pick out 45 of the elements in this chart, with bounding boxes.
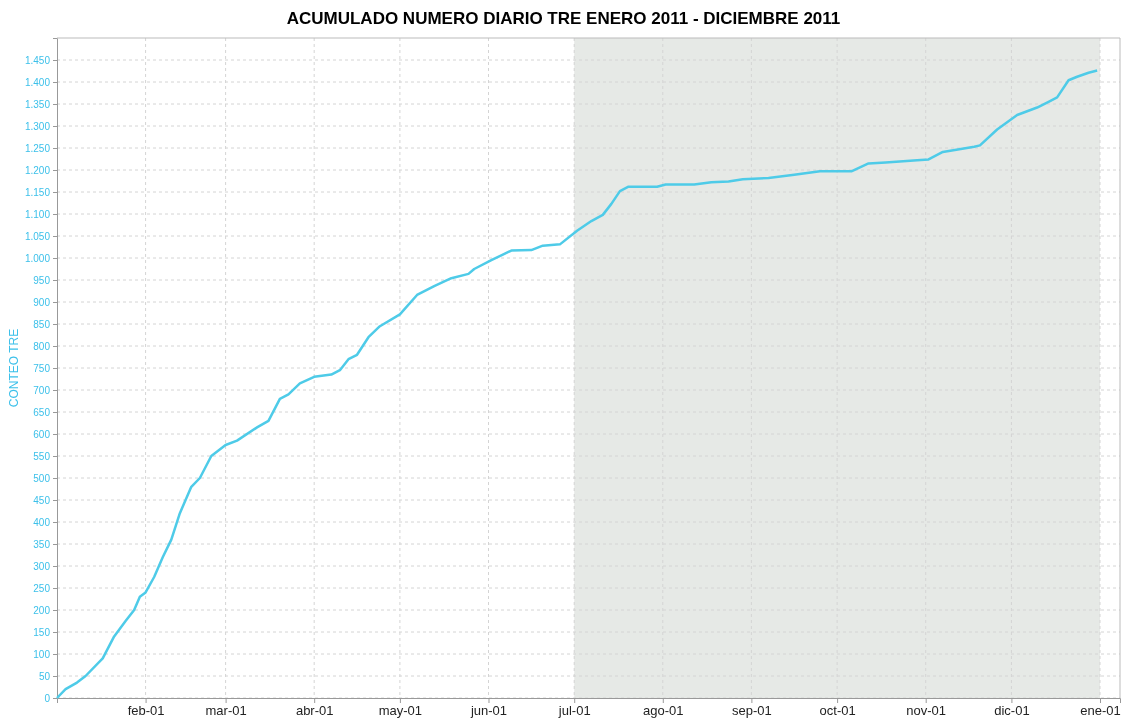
- x-tick-label: mar-01: [205, 703, 247, 719]
- line-series: [55, 69, 1099, 700]
- y-tick-label: 1.050: [24, 230, 51, 242]
- y-tick-label: 1.200: [24, 164, 51, 176]
- y-tick-label: 1.100: [24, 208, 51, 220]
- y-tick-label: 300: [33, 560, 51, 572]
- y-tick-label: 900: [33, 296, 51, 308]
- y-tick-label: 1.300: [24, 120, 51, 132]
- y-tick-label: 1.000: [24, 252, 51, 264]
- x-tick-label: jun-01: [469, 703, 508, 719]
- x-tick-label: ene-01: [1080, 703, 1121, 719]
- chart-title: ACUMULADO NUMERO DIARIO TRE ENERO 2011 - DICIEMBRE 2011: [286, 9, 841, 28]
- y-tick-label: 850: [33, 318, 51, 330]
- y-tick-label: 250: [33, 582, 51, 594]
- y-tick-label: 150: [33, 626, 51, 638]
- y-tick-label: 550: [33, 450, 51, 462]
- y-axis-title: CONTEO TRE: [7, 328, 21, 408]
- y-tick-label: 1.350: [24, 98, 51, 110]
- y-tick-label: 1.400: [24, 76, 51, 88]
- y-tick-label: 750: [33, 362, 51, 374]
- x-tick-label: ago-01: [643, 703, 684, 719]
- x-tick-label: nov-01: [906, 703, 947, 719]
- x-tick-label: feb-01: [127, 703, 165, 719]
- x-tick-label: sep-01: [732, 703, 772, 719]
- x-tick-label: may-01: [378, 703, 423, 719]
- y-tick-label: 50: [38, 670, 51, 682]
- y-tick-label: 700: [33, 384, 51, 396]
- y-tick-label: 400: [33, 516, 51, 528]
- x-tick-label: jul-01: [557, 703, 591, 719]
- y-tick-label: 600: [33, 428, 51, 440]
- x-tick-label: abr-01: [295, 703, 334, 719]
- y-tick-label: 450: [33, 494, 51, 506]
- y-tick-label: 100: [33, 648, 51, 660]
- y-tick-label: 350: [33, 538, 51, 550]
- x-tick-label: oct-01: [819, 703, 856, 719]
- y-tick-label: 200: [33, 604, 51, 616]
- y-tick-label: 0: [44, 692, 51, 704]
- x-tick-label: dic-01: [994, 703, 1030, 719]
- y-tick-label: 1.150: [24, 186, 51, 198]
- y-tick-label: 1.250: [24, 142, 51, 154]
- y-tick-label: 800: [33, 340, 51, 352]
- y-tick-label: 650: [33, 406, 51, 418]
- y-tick-label: 950: [33, 274, 51, 286]
- y-tick-label: 1.450: [24, 54, 51, 66]
- y-tick-label: 500: [33, 472, 51, 484]
